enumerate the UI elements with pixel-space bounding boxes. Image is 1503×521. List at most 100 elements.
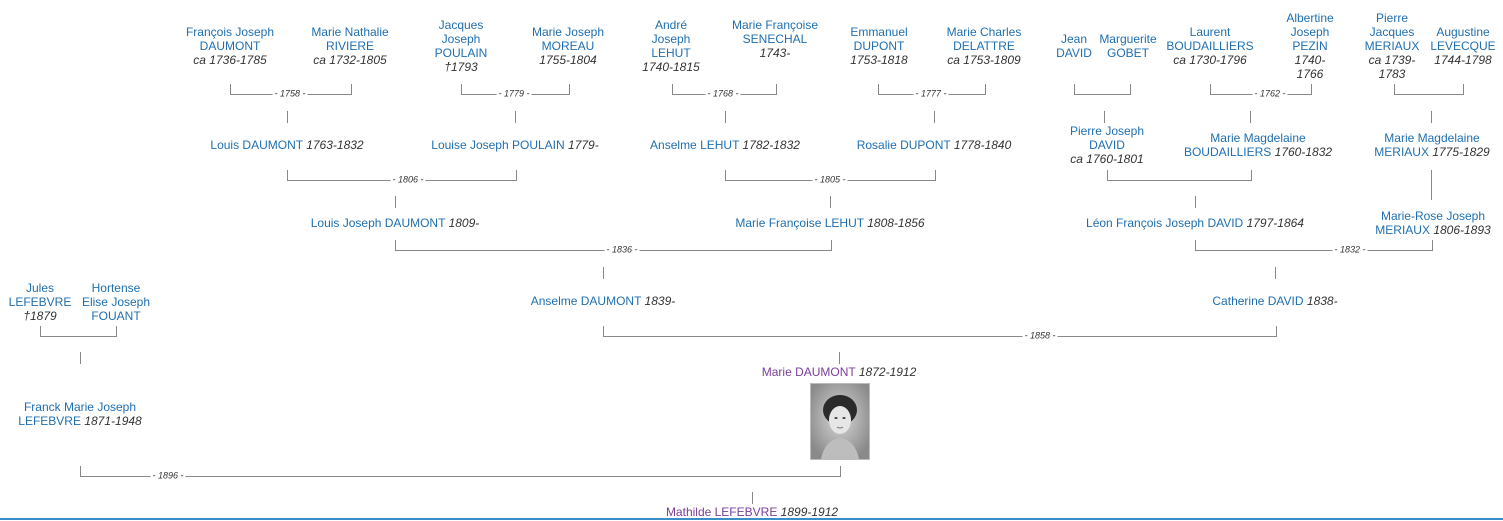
marriage-year: - 1768 - [705, 88, 741, 99]
person-name[interactable]: Anselme LEHUT [650, 138, 740, 152]
person-name[interactable]: Marie-Rose Joseph MERIAUX [1375, 209, 1486, 237]
person-name[interactable]: Marie Françoise SENECHAL [731, 18, 819, 46]
person-name[interactable]: Jean DAVID [1056, 32, 1092, 60]
person-name[interactable]: Mathilde LEFEBVRE [665, 505, 778, 519]
person-dates: 1839- [644, 294, 676, 308]
person-name[interactable]: Marie DAUMONT [761, 365, 856, 379]
person-marie-magdelaine-meriaux[interactable]: Marie Magdelaine MERIAUX 1775-1829 [1365, 131, 1499, 159]
person-name[interactable]: Marie Magdelaine BOUDAILLIERS [1183, 131, 1306, 159]
person-name[interactable]: Louis DAUMONT [210, 138, 303, 152]
person-marie-francoise-lehut[interactable]: Marie Françoise LEHUT 1808-1856 [720, 216, 940, 230]
person-louis-joseph-daumont[interactable]: Louis Joseph DAUMONT 1809- [290, 216, 500, 230]
person-name[interactable]: Pierre Jacques MERIAUX [1364, 11, 1420, 53]
person-dates: 1743- [759, 46, 791, 60]
person-name[interactable]: Marie Nathalie RIVIERE [311, 25, 389, 53]
person-name[interactable]: André Joseph LEHUT [651, 18, 691, 60]
person-name[interactable]: Laurent BOUDAILLIERS [1166, 25, 1254, 53]
person-name[interactable]: Marie Françoise LEHUT [735, 216, 864, 230]
person-dates: †1879 [23, 309, 57, 323]
person-dates: 1740-1766 [1294, 53, 1326, 81]
person-louis-daumont[interactable]: Louis DAUMONT 1763-1832 [187, 138, 387, 152]
person-pierre-jacques-meriaux[interactable]: Pierre Jacques MERIAUX ca 1739-1783 [1362, 11, 1422, 81]
person-marguerite-gobet[interactable]: Marguerite GOBET [1096, 32, 1160, 60]
marriage-line [1107, 170, 1252, 181]
person-louise-joseph-poulain[interactable]: Louise Joseph POULAIN 1779- [405, 138, 625, 152]
person-leon-francois-joseph-david[interactable]: Léon François Joseph DAVID 1797-1864 [1075, 216, 1315, 230]
person-anselme-daumont[interactable]: Anselme DAUMONT 1839- [503, 294, 703, 308]
person-name[interactable]: Hortense Elise Joseph FOUANT [81, 281, 151, 323]
descent-line [839, 352, 840, 364]
marriage-year: - 1779 - [496, 88, 532, 99]
person-name[interactable]: Franck Marie Joseph LEFEBVRE [18, 400, 137, 428]
person-name[interactable]: Marie Charles DELATTRE [946, 25, 1022, 53]
marriage-year: - 1777 - [913, 88, 949, 99]
person-catherine-david[interactable]: Catherine DAVID 1838- [1175, 294, 1375, 308]
person-augustine-levecque[interactable]: Augustine LEVECQUE 1744-1798 [1426, 25, 1500, 67]
person-marie-rose-joseph-meriaux[interactable]: Marie-Rose Joseph MERIAUX 1806-1893 [1368, 209, 1498, 237]
descent-line [1275, 267, 1276, 279]
person-dates: 1806-1893 [1433, 223, 1491, 237]
person-dates: ca 1732-1805 [313, 53, 387, 67]
person-dates: 1782-1832 [742, 138, 800, 152]
person-dates: ca 1739-1783 [1368, 53, 1416, 81]
person-name[interactable]: Louise Joseph POULAIN [431, 138, 565, 152]
person-marie-joseph-moreau[interactable]: Marie Joseph MOREAU 1755-1804 [520, 25, 616, 67]
marriage-year: - 1762 - [1252, 88, 1288, 99]
person-marie-daumont[interactable]: Marie DAUMONT 1872-1912 [739, 365, 939, 379]
marriage-year: - 1836 - [604, 244, 640, 255]
person-francois-joseph-daumont[interactable]: François Joseph DAUMONT ca 1736-1785 [180, 25, 280, 67]
person-name[interactable]: Emmanuel DUPONT [850, 25, 908, 53]
marriage-year: - 1858 - [1022, 330, 1058, 341]
person-marie-charles-delattre[interactable]: Marie Charles DELATTRE ca 1753-1809 [935, 25, 1033, 67]
person-dates: ca 1753-1809 [947, 53, 1021, 67]
person-name[interactable]: Albertine Joseph PEZIN [1286, 11, 1334, 53]
person-jean-david[interactable]: Jean DAVID [1053, 32, 1095, 60]
person-dates: 1753-1818 [850, 53, 908, 67]
person-dates: ca 1736-1785 [193, 53, 267, 67]
person-name[interactable]: Marie Joseph MOREAU [531, 25, 605, 53]
marriage-line [40, 326, 117, 337]
person-pierre-joseph-david[interactable]: Pierre Joseph DAVID ca 1760-1801 [1059, 124, 1155, 166]
marriage-line [1394, 84, 1464, 95]
portrait-photo[interactable] [810, 383, 870, 460]
person-dates: 1899-1912 [780, 505, 839, 519]
person-name[interactable]: Louis Joseph DAUMONT [310, 216, 446, 230]
person-dates: 1763-1832 [306, 138, 364, 152]
marriage-year: - 1806 - [390, 174, 426, 185]
person-jacques-joseph-poulain[interactable]: Jacques Joseph POULAIN †1793 [425, 18, 497, 74]
person-name[interactable]: Marguerite GOBET [1099, 32, 1157, 60]
person-name[interactable]: Léon François Joseph DAVID [1086, 216, 1244, 230]
person-name[interactable]: Jules LEFEBVRE [8, 281, 72, 309]
person-anselme-lehut[interactable]: Anselme LEHUT 1782-1832 [625, 138, 825, 152]
person-name[interactable]: Jacques Joseph POULAIN [434, 18, 488, 60]
person-hortense-elise-joseph-fouant[interactable]: Hortense Elise Joseph FOUANT [78, 281, 154, 323]
person-dates: 1760-1832 [1274, 145, 1333, 159]
descent-line [395, 196, 396, 208]
marriage-year: - 1805 - [812, 174, 848, 185]
person-mathilde-lefebvre[interactable]: Mathilde LEFEBVRE 1899-1912 [642, 505, 862, 519]
person-franck-marie-joseph-lefebvre[interactable]: Franck Marie Joseph LEFEBVRE 1871-1948 [5, 400, 155, 428]
person-dates: 1872-1912 [858, 365, 917, 379]
person-albertine-joseph-pezin[interactable]: Albertine Joseph PEZIN 1740-1766 [1278, 11, 1342, 81]
person-jules-lefebvre[interactable]: Jules LEFEBVRE †1879 [4, 281, 76, 323]
person-emmanuel-dupont[interactable]: Emmanuel DUPONT 1753-1818 [838, 25, 920, 67]
person-name[interactable]: Pierre Joseph DAVID [1069, 124, 1145, 152]
person-marie-nathalie-riviere[interactable]: Marie Nathalie RIVIERE ca 1732-1805 [300, 25, 400, 67]
person-dates: 1779- [568, 138, 599, 152]
person-andre-joseph-lehut[interactable]: André Joseph LEHUT 1740-1815 [638, 18, 704, 74]
person-name[interactable]: Marie Magdelaine MERIAUX [1374, 131, 1480, 159]
person-dates: 1775-1829 [1432, 145, 1490, 159]
person-dates: 1744-1798 [1434, 53, 1492, 67]
person-dates: ca 1760-1801 [1070, 152, 1144, 166]
person-marie-magdelaine-boudailliers[interactable]: Marie Magdelaine BOUDAILLIERS 1760-1832 [1178, 131, 1338, 159]
person-name[interactable]: Anselme DAUMONT [530, 294, 642, 308]
person-rosalie-dupont[interactable]: Rosalie DUPONT 1778-1840 [834, 138, 1034, 152]
person-name[interactable]: François Joseph DAUMONT [185, 25, 275, 53]
person-name[interactable]: Catherine DAVID [1212, 294, 1304, 308]
person-marie-francoise-senechal[interactable]: Marie Françoise SENECHAL 1743- [730, 18, 820, 60]
person-name[interactable]: Rosalie DUPONT [856, 138, 951, 152]
portrait-image [811, 384, 869, 459]
person-laurent-boudailliers[interactable]: Laurent BOUDAILLIERS ca 1730-1796 [1163, 25, 1257, 67]
person-name[interactable]: Augustine LEVECQUE [1430, 25, 1496, 53]
person-dates: 1755-1804 [539, 53, 597, 67]
